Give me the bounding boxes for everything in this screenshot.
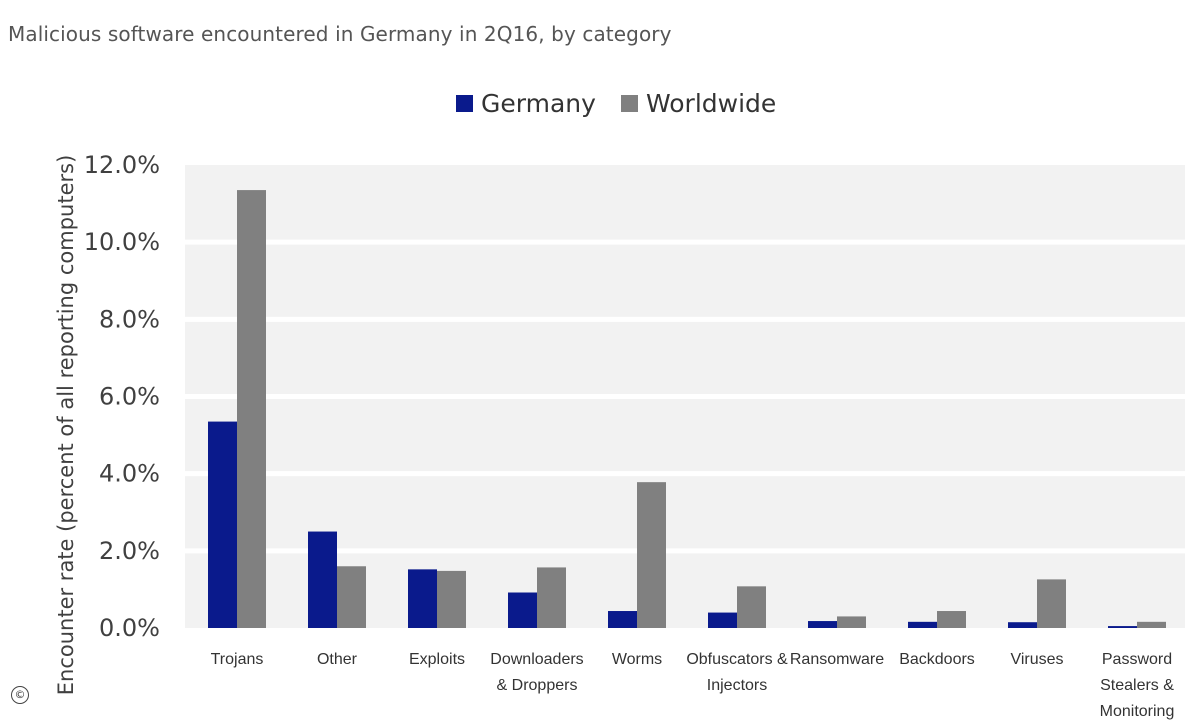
bar-germany-worms [608, 611, 637, 628]
bar-germany-password-stealers-monitoring [1108, 626, 1137, 628]
x-category-label: Exploits [409, 651, 465, 668]
bar-worldwide-other [337, 566, 366, 628]
y-axis-label: Encounter rate (percent of all reporting… [54, 155, 78, 696]
x-category-label: Viruses [1010, 651, 1063, 668]
legend-swatch [456, 95, 473, 112]
chart-subtitle: Malicious software encountered in German… [8, 22, 672, 46]
x-category-label: Other [317, 651, 358, 668]
bar-germany-ransomware [808, 621, 837, 628]
legend-swatch [621, 95, 638, 112]
y-tick-label: 12.0% [84, 151, 160, 179]
y-tick-label: 2.0% [99, 537, 160, 565]
y-tick-label: 8.0% [99, 305, 160, 333]
x-category-label: Obfuscators & Injectors [686, 651, 788, 694]
y-tick-label: 10.0% [84, 228, 160, 256]
bar-germany-obfuscators-injectors [708, 612, 737, 628]
bar-worldwide-downloaders-droppers [537, 567, 566, 628]
x-category-label: Downloaders & Droppers [490, 651, 583, 694]
bar-germany-downloaders-droppers [508, 592, 537, 628]
bar-worldwide-exploits [437, 570, 466, 628]
x-axis-categories: Trojans Other Exploits Downloaders & Dropper… [211, 651, 1175, 720]
bar-germany-other [308, 531, 337, 628]
x-category-label: Worms [612, 651, 662, 668]
legend-label: Germany [481, 89, 596, 118]
copyright-icon: © [11, 686, 29, 704]
y-tick-label: 4.0% [99, 460, 160, 488]
legend-label: Worldwide [646, 89, 776, 118]
bar-worldwide-worms [637, 482, 666, 628]
x-category-label: Password Stealers & Monitoring [1100, 651, 1175, 720]
bar-worldwide-trojans [237, 190, 266, 628]
bar-germany-viruses [1008, 622, 1037, 628]
y-tick-label: 0.0% [99, 614, 160, 642]
y-tick-label: 6.0% [99, 383, 160, 411]
bars [208, 190, 1166, 628]
x-category-label: Trojans [211, 651, 264, 668]
bar-germany-exploits [408, 569, 437, 628]
bar-germany-trojans [208, 421, 237, 628]
gridlines [185, 239, 1185, 554]
bar-worldwide-viruses [1037, 579, 1066, 628]
bar-worldwide-ransomware [837, 616, 866, 628]
bar-worldwide-backdoors [937, 611, 966, 628]
y-axis-ticks: 0.0% 2.0% 4.0% 6.0% 8.0% 10.0% 12.0% [84, 151, 160, 642]
bar-worldwide-obfuscators-injectors [737, 586, 766, 628]
bar-germany-backdoors [908, 621, 937, 628]
legend: Germany Worldwide [456, 89, 776, 118]
x-category-label: Backdoors [899, 651, 975, 668]
bar-worldwide-password-stealers-monitoring [1137, 621, 1166, 628]
x-category-label: Ransomware [790, 651, 884, 668]
